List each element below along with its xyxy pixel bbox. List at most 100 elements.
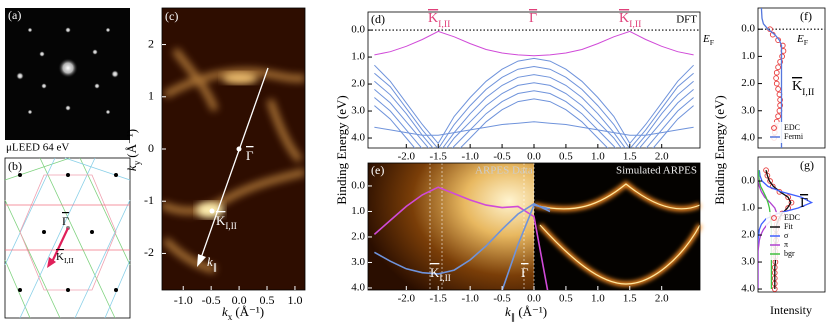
label-unit: (Å⁻¹)	[235, 304, 264, 319]
y-tick-label: 2.0	[741, 77, 755, 89]
y-tick-label: 3.0	[741, 256, 755, 268]
x-tick-label: 2.0	[655, 151, 669, 163]
band-line	[374, 65, 694, 148]
edc-point	[777, 58, 783, 65]
y-tick-label: 2.0	[351, 78, 365, 90]
y-tick-label: 1.0	[741, 50, 755, 62]
label-main: K	[56, 251, 64, 263]
label-main: Γ	[62, 214, 69, 228]
label-main: E	[702, 33, 710, 45]
band-line	[501, 204, 551, 290]
x-tick-label: 0.0	[527, 151, 541, 163]
label-main: K	[216, 213, 226, 228]
y-tick-label: 0.0	[351, 24, 365, 36]
y-axis-title: Binding Energy (eV)	[334, 95, 349, 205]
label-main: k	[505, 304, 511, 319]
gamma-label: Γ	[62, 214, 69, 228]
method-label: ARPES Data	[475, 165, 533, 177]
legend-label: σ	[784, 231, 789, 240]
fit-line	[758, 170, 778, 289]
x-tick-label: 1.0	[591, 151, 605, 163]
k-label: KI,II	[216, 213, 237, 231]
legend-marker	[771, 215, 777, 221]
label-sub: I,II	[629, 19, 641, 30]
label-main: k	[222, 304, 228, 319]
x-tick-label: -1.5	[430, 151, 448, 163]
band-line	[374, 74, 694, 148]
band-line	[374, 82, 694, 148]
label-sub: I,II	[64, 256, 74, 265]
legend-label: Fermi	[784, 132, 804, 141]
y-tick-label: 4.0	[351, 281, 365, 293]
k-label: KI,II	[430, 265, 451, 283]
y-tick-label: 4.0	[741, 131, 755, 143]
y-tick-label: 2	[148, 36, 154, 50]
panel-label: (f)	[800, 9, 812, 23]
x-tick-label: 1.5	[623, 151, 637, 163]
edc-point	[777, 102, 783, 109]
x-axis-title: kx (Å⁻¹)	[222, 304, 264, 322]
y-tick-label: 3.0	[741, 104, 755, 116]
x-tick-label: -1.5	[430, 293, 448, 305]
x-tick-label: 0.5	[559, 293, 573, 305]
label-sub: ∥	[213, 262, 218, 272]
y-axis-title: ky (Å⁻¹)	[124, 129, 142, 171]
x-tick-label: -0.5	[202, 293, 221, 307]
edc-point	[767, 178, 773, 184]
k-label: KI,II	[619, 11, 641, 30]
x-tick-label: 0.0	[527, 293, 541, 305]
label-sub: x	[228, 312, 233, 322]
label-main: K	[619, 11, 629, 26]
y-tick-label: 2.0	[351, 230, 365, 242]
band-line	[374, 30, 694, 57]
y-tick-label: 0.0	[741, 23, 755, 35]
x-tick-label: -2.0	[398, 151, 416, 163]
band-line	[373, 186, 549, 290]
edc-point	[775, 86, 781, 92]
label-main: k	[207, 254, 213, 269]
y-tick-label: 0	[148, 141, 154, 155]
edc-point	[775, 64, 781, 71]
x-tick-label: -1.0	[461, 293, 479, 305]
x-tick-label: -0.5	[493, 151, 511, 163]
x-tick-label: -0.5	[493, 293, 511, 305]
x-tick-label: -1.0	[461, 151, 479, 163]
panel-label: (c)	[165, 9, 178, 23]
gamma-label: Γ	[246, 148, 254, 163]
y-tick-label: 1.0	[741, 202, 755, 214]
label-main: Γ	[529, 11, 537, 26]
bz-diagram	[4, 157, 131, 319]
label-main: Γ	[800, 196, 808, 211]
x-tick-label: 0.5	[260, 293, 275, 307]
y-tick-label: 3.0	[351, 105, 365, 117]
label-sub: ∥	[511, 312, 516, 322]
x-axis-title: k∥ (Å⁻¹)	[505, 304, 547, 322]
legend-label: bgr	[784, 249, 795, 258]
x-axis-title: Intensity	[770, 303, 812, 317]
leed-image	[5, 8, 130, 140]
k-label: KI,II	[792, 79, 814, 98]
plot-area	[368, 29, 700, 148]
k-label: KI,II	[428, 11, 450, 30]
legend-label: π	[784, 240, 788, 249]
legend-label: EDC	[784, 213, 800, 222]
panel-label: (e)	[371, 163, 384, 177]
label-sub: I,II	[438, 19, 450, 30]
k-label: KI,II	[56, 251, 74, 266]
label-unit: (Å⁻¹)	[124, 129, 139, 158]
y-tick-label: 3.0	[351, 256, 365, 268]
label-sub: y	[132, 160, 142, 165]
edc-point	[777, 97, 783, 103]
y-tick-label: -2	[144, 245, 154, 259]
panel-label: (g)	[800, 158, 814, 172]
method-label: Simulated ARPES	[616, 165, 697, 177]
fit-line	[760, 8, 783, 148]
x-tick-label: -1.0	[174, 293, 193, 307]
panel-label: (b)	[8, 159, 22, 173]
edc-point	[773, 69, 780, 76]
band-line	[374, 98, 694, 148]
label-main: E	[796, 33, 804, 45]
x-tick-label: 0.5	[559, 151, 573, 163]
edc-point	[788, 199, 795, 206]
